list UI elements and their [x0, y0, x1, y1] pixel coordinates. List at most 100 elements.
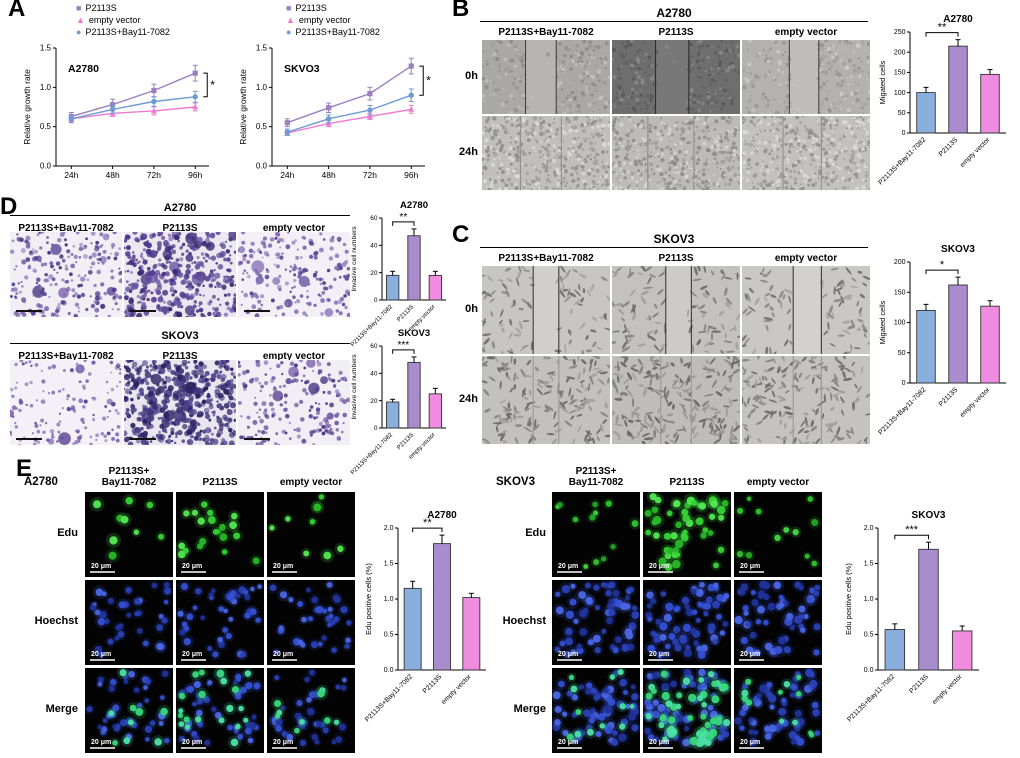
cell-line-label-a2780: A2780 [24, 476, 58, 488]
micrograph-eduA1: 20 μm [85, 492, 173, 577]
legend-item: ■ P2113S [286, 2, 451, 14]
panel-c-column-headers: P2113S+Bay11-7082 P2113S empty vector [482, 248, 870, 264]
column-header: P2113S+Bay11-7082 [498, 253, 594, 264]
panel-label-e: E [16, 455, 33, 482]
panel-label-d: D [0, 193, 18, 220]
svg-text:A2780: A2780 [400, 200, 428, 211]
svg-text:***: *** [397, 340, 409, 351]
svg-text:50: 50 [898, 350, 906, 357]
svg-text:150: 150 [894, 70, 906, 77]
micrograph-eduA3: 20 μm [267, 492, 355, 577]
square-marker-icon: ■ [286, 2, 292, 13]
micrograph-hoeS3: 20 μm [734, 580, 822, 665]
panel-d-a2780-title: A2780 [10, 202, 350, 216]
svg-text:Migated cells: Migated cells [878, 300, 887, 344]
svg-text:0.5: 0.5 [256, 122, 268, 131]
svg-text:100: 100 [894, 320, 906, 327]
panel-e-skov3-column-headers: P2113S+ Bay11-7082 P2113S empty vector [552, 458, 822, 488]
panel-d-a2780-column-headers: P2113S+Bay11-7082 P2113S empty vector [10, 218, 350, 234]
column-header: empty vector [262, 351, 326, 362]
column-header: P2113S+Bay11-7082 [18, 351, 114, 362]
svg-text:P2113S: P2113S [396, 304, 415, 323]
svg-text:P2113S: P2113S [396, 432, 415, 451]
column-header: empty vector [279, 477, 343, 488]
svg-text:48h: 48h [322, 170, 336, 180]
migrated-cells-chart-skov3: 0 50 100 150 200 Migated cells SKOV3 P2113S+Bay… [877, 244, 1006, 437]
square-marker-icon: ■ [76, 2, 82, 13]
legend-item: ● P2113S+Bay11-7082 [286, 26, 451, 38]
svg-text:P2113S: P2113S [938, 136, 960, 158]
column-header: P2113S+ Bay11-7082 [101, 466, 157, 488]
micrograph-bw0b [612, 40, 740, 114]
svg-text:0.0: 0.0 [40, 162, 52, 171]
panel-d-skov3-column-headers: P2113S+Bay11-7082 P2113S empty vector [10, 346, 350, 362]
micrograph-cw24c [742, 356, 870, 444]
legend-label: P2113S [85, 3, 117, 13]
svg-text:1.5: 1.5 [40, 44, 52, 53]
growth-chart-skvo3-block: ■ P2113S ▲ empty vector ● P2113S+Bay11-7082 0… [236, 2, 451, 197]
row-label-24h: 24h [459, 146, 478, 158]
svg-text:*: * [940, 259, 945, 271]
micrograph-twa2 [124, 232, 236, 317]
circle-marker-icon: ● [286, 26, 292, 37]
svg-text:SKOV3: SKOV3 [398, 328, 430, 339]
micrograph-cw0a [482, 266, 610, 354]
micrograph-mrgA2: 20 μm [176, 668, 264, 753]
micrograph-cw0c [742, 266, 870, 354]
svg-text:40: 40 [370, 243, 378, 250]
svg-text:20 μm: 20 μm [91, 563, 111, 570]
svg-text:72h: 72h [147, 170, 161, 180]
micrograph-hoeA3: 20 μm [267, 580, 355, 665]
row-label-24h: 24h [459, 393, 478, 405]
panel-b-title: A2780 [480, 6, 868, 22]
svg-text:50: 50 [898, 110, 906, 117]
svg-text:**: ** [938, 22, 947, 34]
svg-text:1.0: 1.0 [40, 83, 52, 92]
panel-b-column-headers: P2113S+Bay11-7082 P2113S empty vector [482, 22, 870, 38]
svg-text:20: 20 [370, 270, 378, 277]
row-label-0h: 0h [465, 70, 478, 82]
row-label-hoechst: Hoechst [34, 615, 78, 627]
micrograph-cw24a [482, 356, 610, 444]
svg-text:150: 150 [894, 289, 906, 296]
column-header: empty vector [746, 477, 810, 488]
svg-text:empty vector: empty vector [959, 386, 992, 419]
legend-label: empty vector [88, 15, 141, 25]
svg-text:Migated cells: Migated cells [878, 60, 887, 104]
legend-label: P2113S+Bay11-7082 [295, 27, 380, 37]
svg-text:Relative growth rate: Relative growth rate [238, 69, 248, 145]
column-header: empty vector [774, 253, 838, 264]
row-label-edu: Edu [57, 527, 78, 539]
micrograph-bw0a [482, 40, 610, 114]
legend-item: ▲ empty vector [286, 14, 451, 26]
column-header: P2113S [162, 223, 198, 234]
svg-text:24h: 24h [280, 170, 294, 180]
svg-text:24h: 24h [64, 170, 78, 180]
svg-text:40: 40 [370, 371, 378, 378]
row-label-hoechst: Hoechst [502, 615, 546, 627]
column-header: P2113S+Bay11-7082 [498, 27, 594, 38]
svg-text:48h: 48h [106, 170, 120, 180]
micrograph-bw24c [742, 116, 870, 190]
micrograph-twa3 [238, 232, 350, 317]
svg-text:1.5: 1.5 [256, 44, 268, 53]
micrograph-hoeA2: 20 μm [176, 580, 264, 665]
svg-text:SKVO3: SKVO3 [284, 63, 320, 75]
column-header: P2113S [658, 253, 694, 264]
micrograph-cw0b [612, 266, 740, 354]
svg-text:200: 200 [894, 259, 906, 266]
svg-text:72h: 72h [363, 170, 377, 180]
legend-label: P2113S [295, 3, 327, 13]
panel-c-title: SKOV3 [480, 232, 868, 248]
micrograph-mrgS3: 20 μm [734, 668, 822, 753]
svg-text:Invasive cell numbers: Invasive cell numbers [351, 354, 358, 420]
svg-text:P2113S: P2113S [938, 386, 960, 408]
micrograph-tws3 [238, 360, 350, 445]
legend-label: empty vector [298, 15, 351, 25]
micrograph-eduS3: 20 μm [734, 492, 822, 577]
legend-item: ■ P2113S [76, 2, 235, 14]
